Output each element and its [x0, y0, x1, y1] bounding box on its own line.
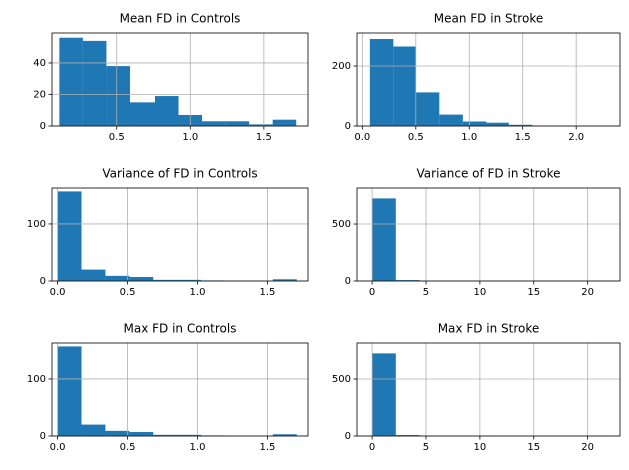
x-tick-label: 0	[369, 442, 375, 453]
x-tick-label: 2.0	[568, 132, 584, 143]
chart-title: Mean FD in Controls	[120, 12, 241, 26]
subplot: 0.0 0.5 1.0 1.5 0 100 Max FD in Controls	[27, 322, 309, 453]
x-tick-label: 1.5	[259, 442, 275, 453]
axes-frame	[51, 32, 309, 127]
chart-title: Variance of FD in Controls	[102, 167, 257, 181]
chart-title: Max FD in Controls	[124, 322, 237, 336]
x-tick-label: 20	[581, 287, 594, 298]
x-tick-label: 0.5	[109, 132, 125, 143]
bar	[57, 346, 82, 436]
bar	[395, 280, 420, 281]
bar	[225, 121, 250, 126]
y-tick-label: 100	[27, 219, 46, 230]
y-tick-label: 0	[40, 121, 46, 132]
axes-frame	[356, 342, 621, 437]
chart-title: Mean FD in Stroke	[434, 12, 543, 26]
bar	[153, 279, 178, 281]
bar	[106, 66, 130, 126]
y-tick-label: 200	[332, 61, 351, 72]
y-tick-label: 100	[27, 374, 46, 385]
axes-frame	[51, 187, 309, 282]
bar	[81, 269, 106, 281]
bar	[272, 119, 297, 126]
x-tick-label: 20	[581, 442, 594, 453]
x-tick-label: 1.0	[190, 287, 206, 298]
bar	[154, 96, 179, 126]
bar	[272, 434, 297, 436]
chart-title: Variance of FD in Stroke	[417, 167, 561, 181]
x-tick-label: 1.0	[461, 132, 477, 143]
x-tick-label: 10	[474, 287, 487, 298]
bar	[105, 275, 130, 281]
x-tick-label: 0	[369, 287, 375, 298]
bar	[81, 424, 106, 436]
bar	[508, 124, 533, 126]
bar	[372, 198, 396, 281]
bar	[202, 121, 226, 126]
subplot: 0.5 1.0 1.5 0 20 40 Mean FD in Controls	[33, 12, 309, 143]
x-tick-label: 15	[527, 287, 540, 298]
x-tick-label: 1.5	[256, 132, 272, 143]
bar	[439, 114, 463, 126]
bar	[129, 277, 154, 281]
chart-title: Max FD in Stroke	[438, 322, 540, 336]
bar	[415, 92, 440, 126]
bar	[372, 353, 396, 436]
y-tick-label: 0	[40, 276, 46, 287]
y-tick-label: 0	[345, 276, 351, 287]
bar	[153, 434, 178, 436]
bar	[177, 434, 202, 436]
y-tick-label: 20	[33, 89, 46, 100]
x-tick-label: 1.0	[190, 442, 206, 453]
bar	[105, 430, 130, 436]
x-tick-label: 0.0	[50, 287, 66, 298]
axes-frame	[356, 187, 621, 282]
x-tick-label: 0.5	[408, 132, 424, 143]
subplot: 0 5 10 15 20 0 500 Max FD in Stroke	[332, 322, 621, 453]
x-tick-label: 0.5	[120, 442, 136, 453]
bar	[129, 432, 154, 436]
bar	[249, 124, 273, 126]
bar	[57, 191, 82, 281]
bar	[59, 37, 83, 126]
bar	[177, 279, 202, 281]
bar	[393, 46, 416, 126]
x-tick-label: 0.0	[354, 132, 370, 143]
x-tick-label: 1.0	[182, 132, 198, 143]
axes-frame	[51, 342, 309, 437]
y-tick-label: 500	[332, 219, 351, 230]
bar	[82, 40, 107, 126]
axes-frame	[356, 32, 621, 127]
bar	[369, 39, 394, 126]
x-tick-label: 0.5	[120, 287, 136, 298]
x-tick-label: 15	[527, 442, 540, 453]
subplot: 0 5 10 15 20 0 500 Variance of FD in Stroke	[332, 167, 621, 298]
bar	[462, 121, 487, 126]
x-tick-label: 5	[423, 442, 429, 453]
bar	[272, 279, 297, 281]
bar	[129, 102, 155, 126]
y-tick-label: 0	[40, 431, 46, 442]
y-tick-label: 0	[345, 121, 351, 132]
x-tick-label: 1.5	[515, 132, 531, 143]
x-tick-label: 0.0	[50, 442, 66, 453]
y-tick-label: 0	[345, 431, 351, 442]
subplot: 0.0 0.5 1.0 1.5 0 100 Variance of FD in Contro…	[27, 167, 309, 298]
y-tick-label: 40	[33, 58, 46, 69]
bar	[486, 122, 509, 126]
x-tick-label: 5	[423, 287, 429, 298]
x-tick-label: 10	[474, 442, 487, 453]
subplot: 0.0 0.5 1.0 1.5 2.0 0 200 Mean FD in Stroke	[332, 12, 621, 143]
bar	[395, 435, 420, 436]
y-tick-label: 500	[332, 374, 351, 385]
x-tick-label: 1.5	[259, 287, 275, 298]
